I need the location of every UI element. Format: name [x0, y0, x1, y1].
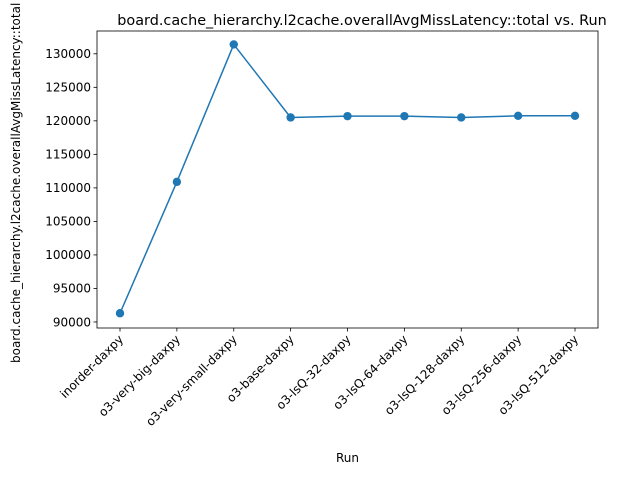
y-tick-label: 125000: [45, 81, 91, 95]
data-point: [513, 111, 523, 121]
chart-title: board.cache_hierarchy.l2cache.overallAvg…: [117, 13, 606, 29]
y-tick-label: 105000: [45, 215, 91, 229]
data-point: [343, 111, 352, 121]
data-point: [570, 111, 580, 121]
y-ticks: 90000 95000 100000 105000 110000 115000 120000…: [45, 47, 97, 329]
series: [115, 40, 580, 318]
y-axis-label: board.cache_hierarchy.l2cache.overallAvg…: [9, 3, 23, 363]
y-tick-label: 110000: [45, 181, 91, 195]
y-tick-label: 130000: [45, 47, 91, 61]
data-point: [115, 309, 125, 318]
data-point: [457, 113, 466, 122]
data-point: [400, 111, 409, 121]
x-axis-label: Run: [336, 451, 359, 465]
data-point: [286, 113, 295, 122]
data-point: [229, 40, 238, 49]
plot-frame: [96, 30, 599, 329]
y-tick-label: 90000: [53, 315, 91, 329]
data-point: [172, 177, 182, 187]
y-tick-label: 120000: [45, 114, 91, 128]
y-tick-label: 100000: [45, 248, 91, 262]
y-tick-label: 95000: [53, 282, 91, 296]
y-tick-label: 115000: [45, 148, 91, 162]
